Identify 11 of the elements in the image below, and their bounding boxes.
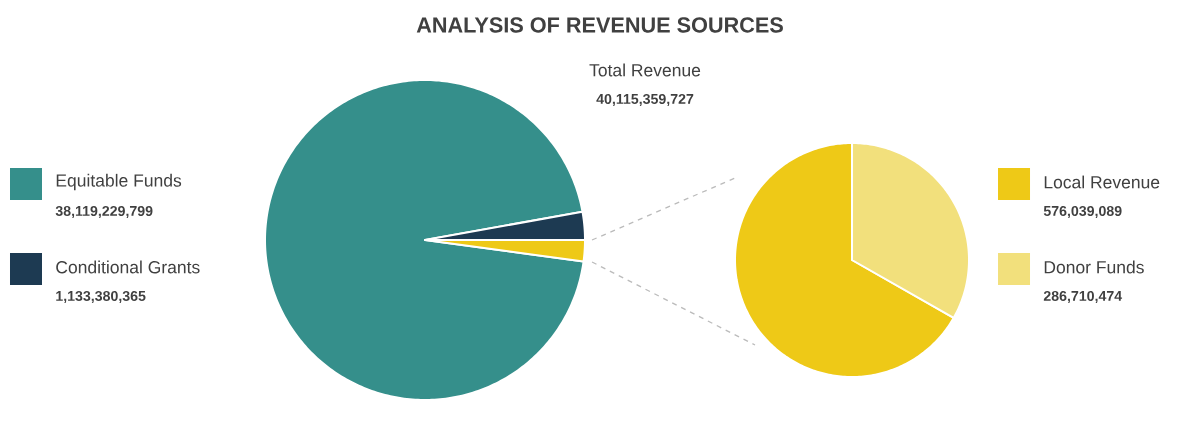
legend-label: Donor Funds [1044,260,1144,274]
legend-label: Conditional Grants [56,260,200,274]
chart-title: ANALYSIS OF REVENUE SOURCES [416,17,783,33]
data-label: 576,039,089 [1043,205,1122,219]
data-label: 38,119,229,799 [55,205,153,219]
legend-label: Local Revenue [1044,175,1160,189]
text: Total Revenue [589,63,701,77]
text: 40,115,359,727 [596,93,694,107]
data-label: 286,710,474 [1043,290,1123,304]
legend-label: Equitable Funds [56,173,182,191]
data-label: 1,133,380,365 [56,290,146,304]
